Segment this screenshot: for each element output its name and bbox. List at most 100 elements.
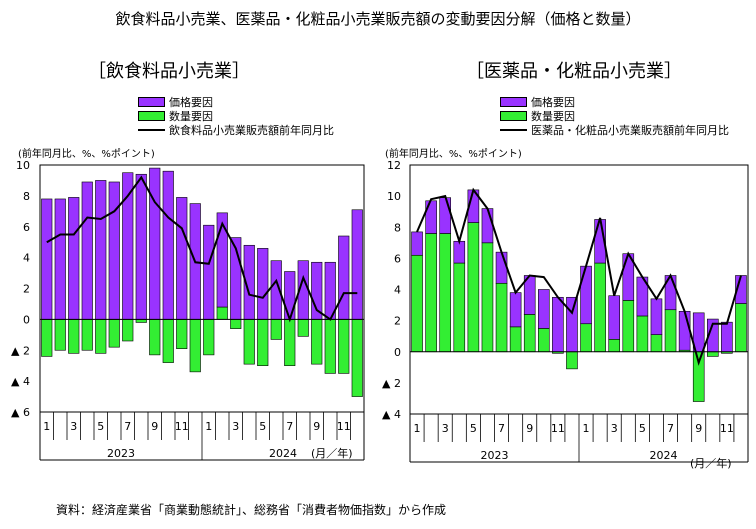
bar-price xyxy=(537,289,550,329)
month-label: 5 xyxy=(97,420,104,433)
bar-quantity xyxy=(176,319,188,350)
year-label: 2024 xyxy=(269,447,297,460)
month-label: 7 xyxy=(498,422,505,435)
bar-price xyxy=(580,265,592,325)
right-chart-title: ［医薬品・化粧品小売業］ xyxy=(466,61,682,82)
month-label: 3 xyxy=(611,422,618,435)
bar-quantity xyxy=(411,254,423,353)
bar-price xyxy=(608,295,621,340)
bar-quantity xyxy=(735,303,747,353)
y-tick-label: 8 xyxy=(394,221,401,234)
month-label: 5 xyxy=(639,422,646,435)
bar-quantity xyxy=(453,262,466,353)
legend-item-price: 価格要因 xyxy=(138,95,334,109)
month-label: 7 xyxy=(286,420,293,433)
month-label: 5 xyxy=(470,422,477,435)
y-tick-label: ▲ 2 xyxy=(382,377,401,390)
left-chart-title: ［飲食料品小売業］ xyxy=(88,61,250,82)
bar-quantity xyxy=(81,319,93,351)
bar-quantity xyxy=(230,319,242,329)
y-tick-label: 8 xyxy=(23,190,30,203)
total-line xyxy=(416,187,742,366)
bar-quantity xyxy=(257,319,269,366)
bar-quantity xyxy=(54,319,66,351)
legend-swatch-total xyxy=(500,129,527,131)
month-label: 9 xyxy=(526,422,533,435)
bar-price xyxy=(203,224,215,320)
y-tick-label: 10 xyxy=(387,190,401,203)
month-label: 7 xyxy=(667,422,674,435)
bar-quantity xyxy=(566,351,578,370)
month-label: 11 xyxy=(337,420,351,433)
bar-quantity xyxy=(636,315,649,353)
bar-quantity xyxy=(122,319,134,342)
bar-quantity xyxy=(495,282,508,353)
y-tick-label: 4 xyxy=(394,284,401,297)
bar-quantity xyxy=(108,319,120,348)
bar-price xyxy=(81,181,93,320)
bar-quantity xyxy=(351,319,363,397)
bar-price xyxy=(108,181,120,320)
bar-quantity xyxy=(68,319,80,354)
legend-label-total: 飲食料品小売業販売額前年同月比 xyxy=(169,124,334,137)
y-tick-label: 2 xyxy=(23,283,30,296)
total-line xyxy=(46,175,358,323)
year-label: 2023 xyxy=(107,447,135,460)
y-tick-label: 0 xyxy=(23,313,30,326)
y-tick-label: 12 xyxy=(387,159,401,172)
bar-price xyxy=(95,180,107,320)
bar-quantity xyxy=(650,334,663,353)
source-note: 資料：経済産業省「商業動態統計」、総務省「消費者物価指数」から作成 xyxy=(56,503,447,517)
bar-quantity xyxy=(41,319,53,357)
y-tick-label: ▲ 2 xyxy=(11,344,30,357)
year-label: 2023 xyxy=(481,449,509,462)
year-label: 2024 xyxy=(650,449,678,462)
bar-quantity xyxy=(162,319,174,363)
bar-price xyxy=(439,197,452,234)
y-tick-label: 6 xyxy=(394,252,401,265)
month-label: 7 xyxy=(124,420,131,433)
legend-label-price: 価格要因 xyxy=(169,96,213,109)
bar-price xyxy=(650,298,663,335)
bar-price xyxy=(721,321,733,353)
legend-item-quantity: 数量要因 xyxy=(138,109,334,123)
bar-quantity xyxy=(189,319,201,373)
y-tick-label: 6 xyxy=(23,221,30,234)
legend-item-price: 価格要因 xyxy=(500,95,729,109)
bar-price xyxy=(135,173,147,320)
y-tick-label: 4 xyxy=(23,252,30,265)
month-label: 3 xyxy=(442,422,449,435)
bar-quantity xyxy=(608,338,621,353)
bar-price xyxy=(176,197,188,320)
bar-quantity xyxy=(338,319,350,374)
legend-label-quantity: 数量要因 xyxy=(169,110,213,123)
bar-price xyxy=(351,209,363,320)
bar-quantity xyxy=(243,319,255,365)
bar-price xyxy=(566,296,578,353)
right-legend: 価格要因 数量要因 医薬品・化粧品小売業販売額前年同月比 xyxy=(500,95,729,137)
bar-quantity xyxy=(537,328,550,353)
bar-price xyxy=(509,292,522,328)
bar-price xyxy=(216,212,228,308)
page-title: 飲食料品小売業、医薬品・化粧品小売業販売額の変動要因分解（価格と数量） xyxy=(115,10,641,28)
bar-quantity xyxy=(664,309,677,353)
legend-swatch-price xyxy=(138,97,165,107)
month-label: 1 xyxy=(583,422,590,435)
month-label: 11 xyxy=(720,422,734,435)
legend-swatch-total xyxy=(138,129,165,131)
y-tick-label: ▲ 4 xyxy=(382,408,401,421)
month-label: 9 xyxy=(695,422,702,435)
legend-label-quantity: 数量要因 xyxy=(531,110,575,123)
legend-swatch-quantity xyxy=(500,111,527,121)
y-tick-label: 2 xyxy=(394,315,401,328)
legend-label-price: 価格要因 xyxy=(531,96,575,109)
bar-quantity xyxy=(622,300,635,353)
bar-quantity xyxy=(523,314,536,353)
legend-item-quantity: 数量要因 xyxy=(500,109,729,123)
axis-unit-note: (月／年) xyxy=(311,446,353,460)
month-label: 9 xyxy=(151,420,158,433)
bar-quantity xyxy=(149,319,161,356)
legend-item-total: 医薬品・化粧品小売業販売額前年同月比 xyxy=(500,123,729,137)
